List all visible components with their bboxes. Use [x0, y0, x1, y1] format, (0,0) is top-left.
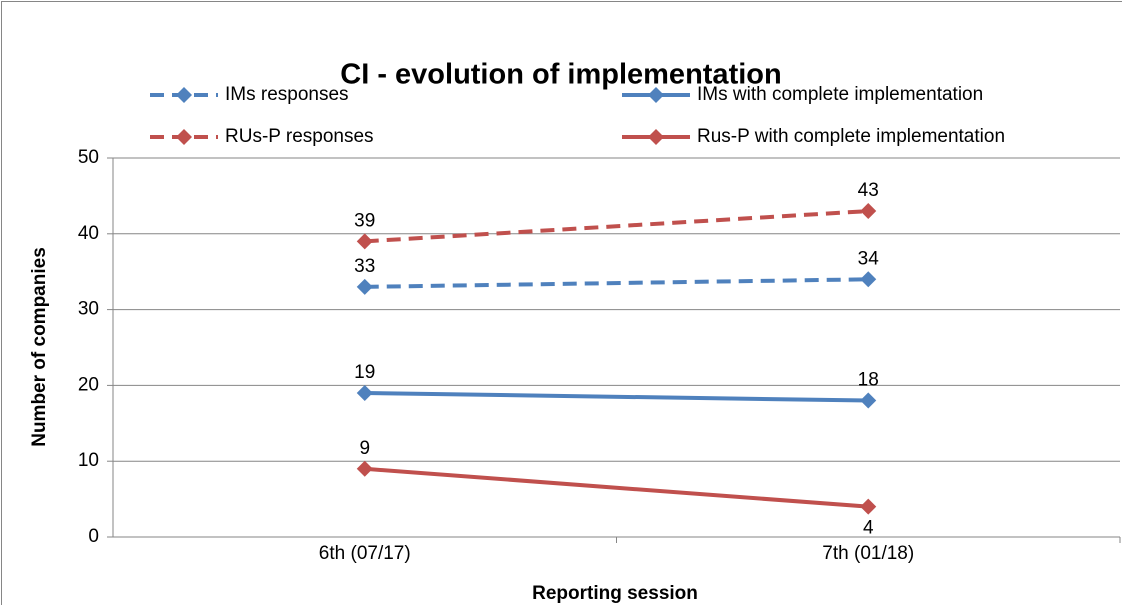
y-tick-label: 0 — [88, 526, 99, 547]
legend-label: IMs responses — [225, 84, 349, 105]
chart-title: CI - evolution of implementation — [340, 59, 781, 91]
data-label: 39 — [354, 210, 375, 231]
series-line — [364, 466, 869, 509]
series-line — [364, 390, 869, 403]
point — [356, 233, 373, 250]
series-line — [364, 277, 869, 289]
y-tick-label: 10 — [78, 450, 99, 471]
series-line — [364, 209, 869, 244]
data-label: 4 — [863, 518, 874, 539]
point — [860, 392, 877, 409]
x-tick-label: 6th (07/17) — [319, 543, 411, 564]
point — [356, 460, 373, 477]
x-axis-label: Reporting session — [532, 583, 698, 604]
y-tick-label: 30 — [78, 299, 99, 320]
x-tick-label: 7th (01/18) — [822, 543, 914, 564]
legend-marker — [176, 129, 192, 145]
legend-label: Rus-P with complete implementation — [697, 126, 1005, 147]
data-label: 19 — [354, 362, 375, 383]
legend-marker — [648, 129, 664, 145]
y-tick-label: 20 — [78, 374, 99, 395]
legend-label: RUs-P responses — [225, 126, 374, 147]
point — [860, 498, 877, 515]
y-tick-label: 40 — [78, 223, 99, 244]
y-axis-label: Number of companies — [29, 247, 50, 447]
y-tick-label: 50 — [78, 147, 99, 168]
data-label: 9 — [359, 438, 370, 459]
legend-label: IMs with complete implementation — [697, 84, 983, 105]
legend-marker — [648, 87, 664, 103]
data-label: 34 — [858, 248, 880, 269]
point — [860, 203, 877, 220]
point — [356, 278, 373, 295]
point — [356, 384, 373, 401]
data-label: 33 — [354, 256, 375, 277]
point — [860, 271, 877, 288]
legend-marker — [176, 87, 192, 103]
data-label: 18 — [858, 370, 879, 391]
data-label: 43 — [858, 180, 879, 201]
